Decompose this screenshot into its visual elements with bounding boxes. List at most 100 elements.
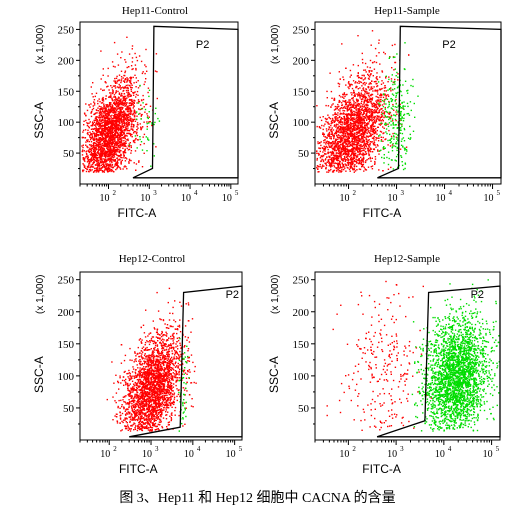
- scatter-point: [96, 139, 99, 141]
- scatter-point: [120, 132, 122, 134]
- scatter-point: [382, 140, 384, 142]
- chart-title: Hep11-Control: [122, 5, 188, 17]
- scatter-point: [96, 163, 98, 165]
- scatter-point: [126, 147, 128, 149]
- scatter-point: [364, 116, 366, 118]
- scatter-point: [140, 118, 142, 120]
- scatter-point: [394, 61, 396, 64]
- scatter-point: [365, 114, 368, 117]
- scatter-point: [114, 66, 116, 68]
- scatter-point: [347, 141, 349, 143]
- scatter-point: [111, 153, 114, 156]
- scatter-point: [135, 96, 137, 98]
- scatter-point: [124, 149, 126, 152]
- scatter-point: [343, 158, 345, 160]
- scatter-point: [377, 89, 379, 91]
- scatter-point: [328, 165, 330, 167]
- scatter-point: [107, 115, 109, 118]
- scatter-point: [130, 83, 132, 85]
- scatter-point: [333, 146, 336, 148]
- scatter-point: [341, 121, 344, 123]
- scatter-point: [351, 156, 353, 158]
- scatter-point: [337, 130, 340, 132]
- scatter-point: [99, 158, 101, 160]
- scatter-point: [368, 83, 370, 85]
- scatter-point: [118, 149, 120, 151]
- scatter-point: [134, 91, 136, 93]
- scatter-point: [371, 151, 374, 153]
- scatter-point: [354, 154, 356, 156]
- scatter-point: [333, 164, 335, 167]
- scatter-point: [368, 153, 370, 155]
- scatter-point: [137, 127, 139, 129]
- scatter-point: [337, 168, 339, 171]
- scatter-point: [360, 92, 362, 94]
- scatter-point: [102, 98, 105, 100]
- scatter-point: [381, 93, 383, 96]
- scatter-point: [120, 141, 122, 143]
- scatter-point: [384, 94, 386, 96]
- scatter-point: [115, 153, 117, 155]
- scatter-point: [348, 99, 350, 101]
- scatter-point: [349, 84, 351, 86]
- scatter-point: [113, 94, 116, 96]
- scatter-point: [114, 163, 117, 165]
- scatter-point: [365, 145, 368, 148]
- scatter-point: [361, 93, 363, 96]
- scatter-point: [342, 146, 344, 148]
- scatter-point: [105, 110, 107, 112]
- scatter-point: [126, 81, 128, 83]
- scatter-point: [123, 155, 125, 157]
- scatter-point: [356, 125, 358, 127]
- scatter-point: [117, 105, 120, 108]
- scatter-point: [123, 145, 125, 147]
- scatter-point: [363, 89, 365, 91]
- scatter-point: [348, 168, 351, 171]
- scatter-point: [117, 119, 119, 121]
- scatter-point: [355, 158, 357, 160]
- scatter-point: [129, 129, 131, 132]
- scatter-point: [131, 45, 134, 47]
- scatter-point: [81, 150, 83, 153]
- scatter-point: [325, 164, 328, 167]
- scatter-point: [371, 97, 374, 99]
- scatter-point: [123, 121, 126, 123]
- scatter-point: [371, 157, 373, 159]
- scatter-point: [110, 118, 113, 120]
- scatter-point: [105, 113, 108, 115]
- scatter-point: [336, 106, 338, 108]
- scatter-point: [150, 165, 152, 167]
- scatter-point: [356, 99, 358, 101]
- scatter-point: [148, 116, 150, 118]
- scatter-point: [347, 146, 349, 148]
- scatter-point: [336, 107, 338, 110]
- scatter-point: [146, 70, 148, 72]
- scatter-point: [374, 156, 377, 158]
- scatter-point: [95, 153, 97, 156]
- scatter-point: [385, 96, 387, 98]
- scatter-point: [389, 111, 391, 113]
- x-axis-label: FITC-A: [118, 206, 157, 220]
- scatter-point: [380, 88, 382, 90]
- scatter-point: [103, 160, 106, 162]
- scatter-point: [115, 122, 117, 124]
- scatter-point: [353, 104, 355, 106]
- scatter-point: [382, 147, 384, 149]
- scatter-point: [371, 112, 373, 114]
- scatter-point: [367, 131, 369, 133]
- scatter-point: [114, 124, 116, 127]
- scatter-point: [355, 141, 357, 144]
- scatter-point: [111, 97, 113, 99]
- scatter-point: [402, 105, 404, 107]
- scatter-point: [120, 80, 123, 82]
- scatter-point: [118, 118, 120, 121]
- scatter-point: [130, 126, 132, 128]
- scatter-point: [334, 113, 337, 116]
- scatter-point: [359, 145, 362, 147]
- scatter-point: [128, 112, 130, 115]
- scatter-point: [352, 104, 354, 107]
- scatter-point: [375, 106, 377, 109]
- scatter-point: [143, 152, 145, 154]
- scatter-point: [101, 110, 103, 113]
